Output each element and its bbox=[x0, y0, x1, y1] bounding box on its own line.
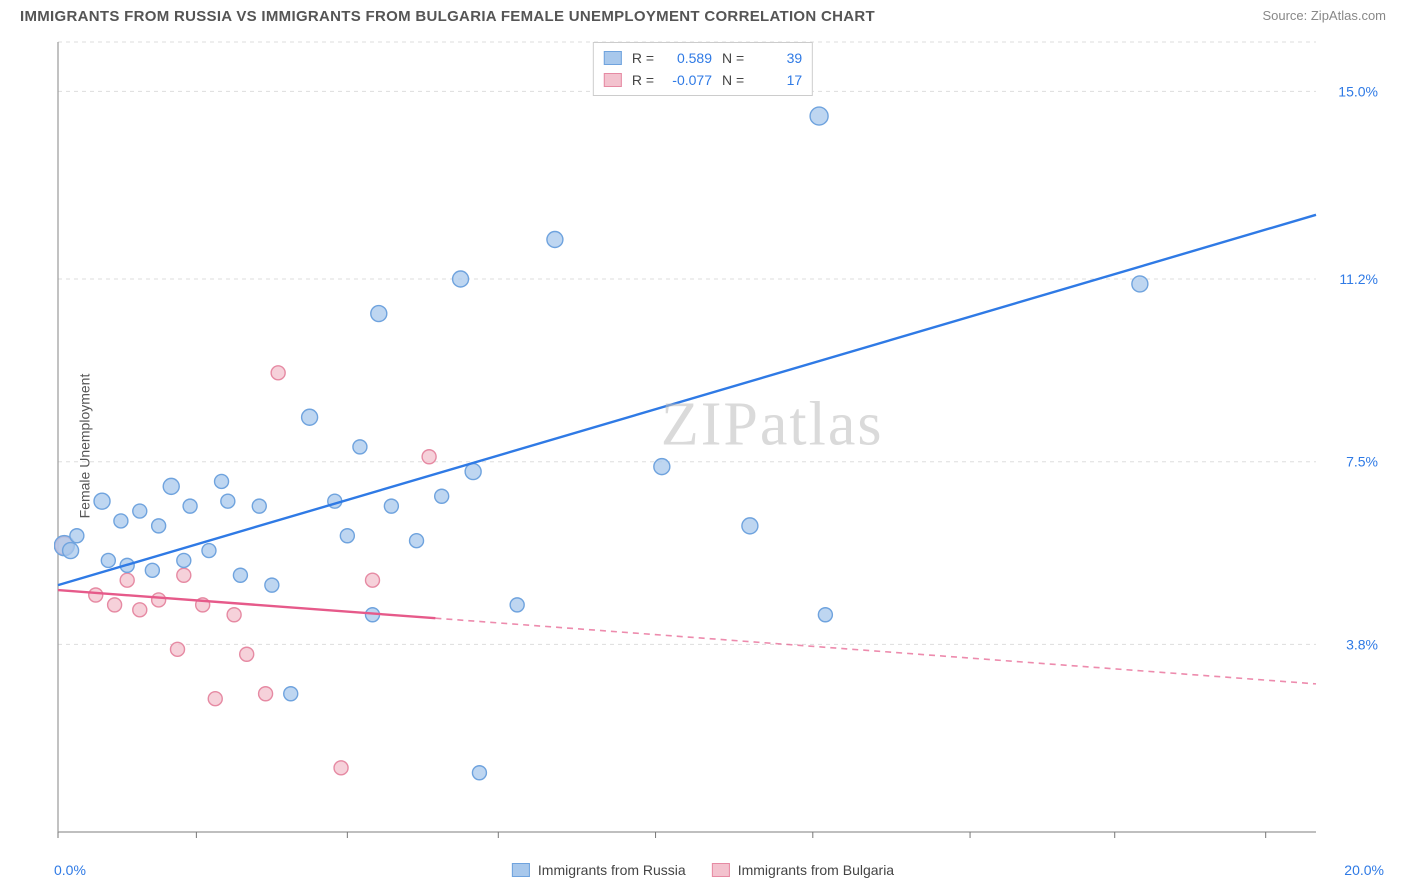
n-label: N = bbox=[722, 47, 744, 69]
legend-label-0: Immigrants from Russia bbox=[538, 862, 686, 878]
r-value-0: 0.589 bbox=[664, 47, 712, 69]
scatter-plot-svg: 3.8% 7.5% 11.2% 15.0% bbox=[54, 40, 1384, 842]
r-label: R = bbox=[632, 69, 654, 91]
svg-text:3.8%: 3.8% bbox=[1346, 636, 1378, 652]
series-legend: Immigrants from Russia Immigrants from B… bbox=[512, 862, 894, 878]
source-label: Source: ZipAtlas.com bbox=[1262, 8, 1386, 23]
swatch-series-0 bbox=[512, 863, 530, 877]
stats-row-1: R = -0.077 N = 17 bbox=[604, 69, 802, 91]
svg-text:7.5%: 7.5% bbox=[1346, 454, 1378, 470]
n-value-1: 17 bbox=[754, 69, 802, 91]
n-label: N = bbox=[722, 69, 744, 91]
svg-text:15.0%: 15.0% bbox=[1338, 83, 1378, 99]
stats-row-0: R = 0.589 N = 39 bbox=[604, 47, 802, 69]
x-min-label: 0.0% bbox=[54, 862, 86, 878]
chart-title: IMMIGRANTS FROM RUSSIA VS IMMIGRANTS FRO… bbox=[20, 8, 875, 25]
legend-item-0: Immigrants from Russia bbox=[512, 862, 686, 878]
stats-legend: R = 0.589 N = 39 R = -0.077 N = 17 bbox=[593, 42, 813, 96]
n-value-0: 39 bbox=[754, 47, 802, 69]
r-label: R = bbox=[632, 47, 654, 69]
legend-label-1: Immigrants from Bulgaria bbox=[738, 862, 894, 878]
svg-text:11.2%: 11.2% bbox=[1339, 271, 1378, 287]
swatch-series-1 bbox=[604, 73, 622, 87]
r-value-1: -0.077 bbox=[664, 69, 712, 91]
x-max-label: 20.0% bbox=[1344, 862, 1384, 878]
swatch-series-0 bbox=[604, 51, 622, 65]
legend-item-1: Immigrants from Bulgaria bbox=[712, 862, 894, 878]
swatch-series-1 bbox=[712, 863, 730, 877]
chart-area: 3.8%7.5%11.2%15.0% ZIPatlas bbox=[54, 40, 1384, 842]
